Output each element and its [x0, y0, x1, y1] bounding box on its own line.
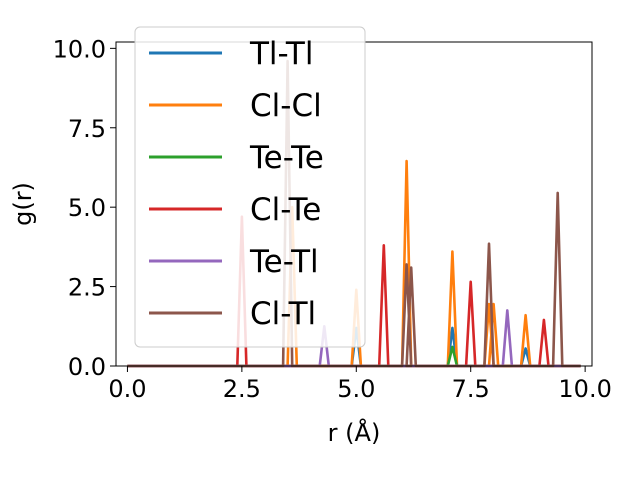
y-tick-label: 0.0 [68, 353, 106, 381]
legend: Tl-Tl Cl-Cl Te-Te Cl-Te Te-Tl Cl-Tl [134, 26, 366, 348]
legend-label: Tl-Tl [249, 36, 313, 72]
x-axis-label: r (Å) [328, 418, 381, 447]
y-tick-label: 5.0 [68, 194, 106, 222]
y-axis: 0.0 2.5 5.0 7.5 10.0 [53, 35, 116, 381]
legend-label: Cl-Tl [250, 296, 316, 332]
legend-label: Te-Tl [249, 244, 319, 280]
y-tick-label: 10.0 [53, 35, 106, 63]
legend-label: Te-Te [249, 140, 324, 176]
x-tick-label: 7.5 [452, 375, 490, 403]
y-tick-label: 7.5 [68, 115, 106, 143]
legend-label: Cl-Te [250, 192, 321, 228]
x-axis: 0.0 2.5 5.0 7.5 10.0 [108, 366, 612, 403]
y-axis-label: g(r) [9, 182, 37, 226]
x-tick-label: 10.0 [558, 375, 611, 403]
x-tick-label: 0.0 [108, 375, 146, 403]
y-tick-label: 2.5 [68, 274, 106, 302]
legend-label: Cl-Cl [250, 88, 322, 124]
legend-box [134, 26, 366, 348]
x-tick-label: 5.0 [337, 375, 375, 403]
x-tick-label: 2.5 [223, 375, 261, 403]
